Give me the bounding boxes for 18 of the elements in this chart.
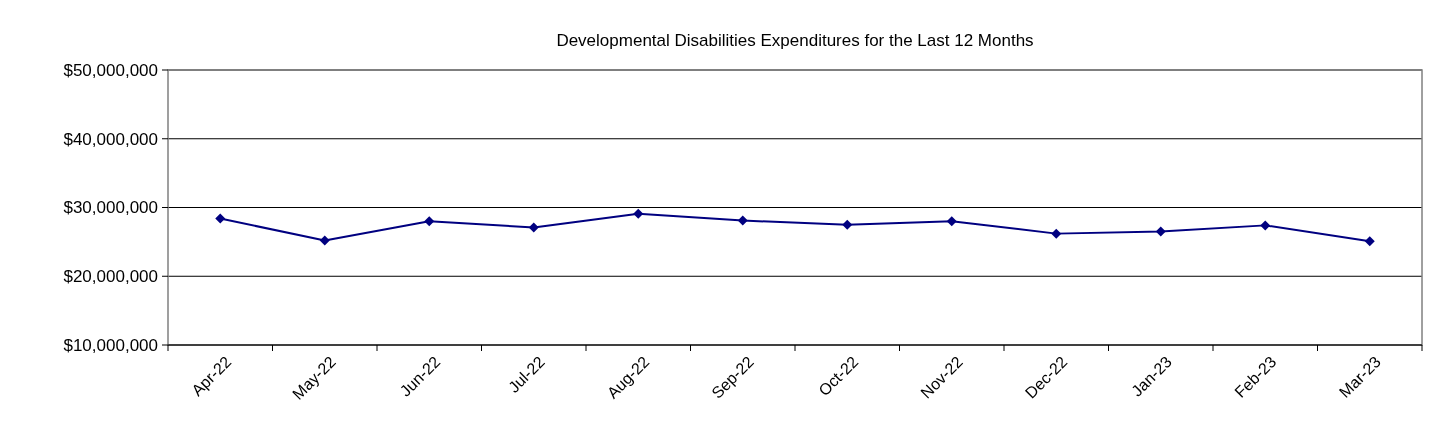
- point: [842, 219, 853, 230]
- y-tick-label: $40,000,000: [63, 129, 158, 149]
- y-tick-label: $10,000,000: [63, 335, 158, 355]
- point: [1155, 226, 1166, 237]
- point: [1364, 236, 1375, 247]
- chart-title: Developmental Disabilities Expenditures for the Last 12 Months: [556, 31, 1034, 50]
- y-tick-label: $30,000,000: [63, 198, 158, 218]
- point: [737, 215, 748, 226]
- point: [319, 235, 330, 246]
- point: [424, 216, 435, 227]
- point: [1260, 220, 1271, 231]
- point: [946, 216, 957, 227]
- y-tick-label: $20,000,000: [63, 267, 158, 287]
- point: [1051, 228, 1062, 239]
- point: [215, 213, 226, 224]
- y-tick-label: $50,000,000: [63, 60, 158, 80]
- point: [528, 222, 539, 233]
- point: [633, 208, 644, 219]
